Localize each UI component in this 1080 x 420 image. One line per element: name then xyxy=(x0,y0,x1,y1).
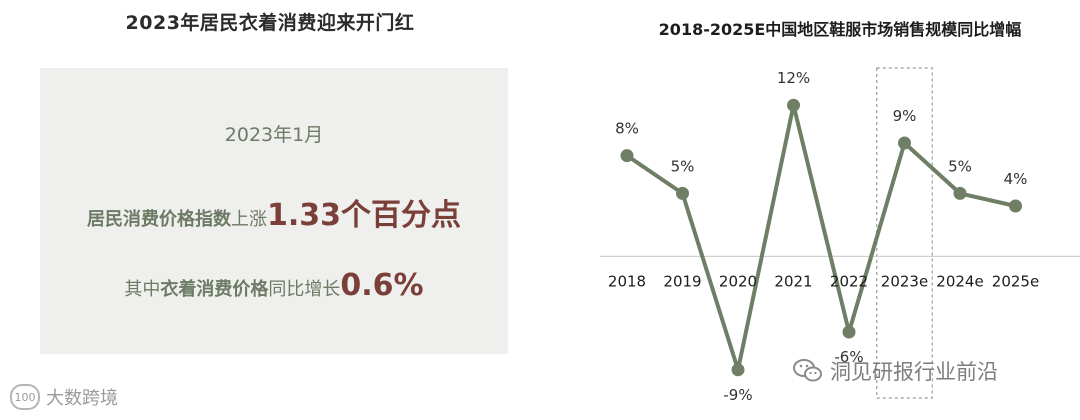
left-panel-title: 2023年居民衣着消费迎来开门红 xyxy=(125,12,415,34)
left-watermark-text: 大数跨境 xyxy=(46,388,118,409)
line-chart: 8% 5% -9% 12% -6% 9% 5% 4% 2018 2019 2020 2021 2022 2… xyxy=(600,67,1080,404)
info-card: 2023年1月 居民消费价格指数上涨1.33个百分点 其中衣着消费价格同比增长0… xyxy=(40,68,508,354)
x-tick-2023e: 2023e xyxy=(881,272,928,290)
data-label-2023e: 9% xyxy=(893,107,917,125)
x-tick-2025e: 2025e xyxy=(992,272,1039,290)
x-tick-2019: 2019 xyxy=(663,272,701,290)
data-point-2024e xyxy=(953,186,967,200)
left-watermark: 100 大数跨境 xyxy=(10,384,118,410)
x-tick-2021: 2021 xyxy=(774,272,812,290)
cpi-statement: 居民消费价格指数上涨1.33个百分点 xyxy=(40,190,508,234)
100-logo-icon: 100 xyxy=(10,384,40,410)
data-label-2022: -6% xyxy=(834,348,863,366)
clothing-prefix: 其中 xyxy=(124,279,161,300)
data-label-2019: 5% xyxy=(671,157,695,175)
data-point-2018 xyxy=(620,149,634,163)
data-point-2023e xyxy=(898,136,911,150)
data-label-2020: -9% xyxy=(723,386,752,404)
data-label-2024e: 5% xyxy=(948,157,972,175)
clothing-statement: 其中衣着消费价格同比增长0.6% xyxy=(40,268,508,303)
wechat-icon xyxy=(793,359,822,382)
info-date: 2023年1月 xyxy=(224,124,324,146)
clothing-value: 0.6% xyxy=(340,268,424,303)
data-point-2025e xyxy=(1009,199,1022,213)
x-tick-2020: 2020 xyxy=(719,272,757,290)
data-point-2022 xyxy=(842,325,856,339)
series-line xyxy=(625,103,1016,372)
cpi-value: 1.33个百分点 xyxy=(266,198,462,233)
x-tick-2018: 2018 xyxy=(608,272,646,290)
clothing-label: 衣着消费价格 xyxy=(160,279,269,300)
cpi-label: 居民消费价格指数 xyxy=(86,209,231,230)
data-point-2021 xyxy=(787,98,800,112)
x-tick-2024e: 2024e xyxy=(936,272,983,290)
clothing-verb: 同比增长 xyxy=(268,279,341,300)
cpi-verb: 上涨 xyxy=(230,209,267,230)
chart-title: 2018-2025E中国地区鞋服市场销售规模同比增幅 xyxy=(658,20,1022,39)
data-label-2025e: 4% xyxy=(1004,170,1028,188)
right-watermark-text: 洞见研报行业前沿 xyxy=(830,360,998,384)
x-tick-2022: 2022 xyxy=(830,272,868,290)
data-point-2019 xyxy=(676,186,689,200)
right-watermark: 洞见研报行业前沿 xyxy=(792,356,998,386)
data-label-2018: 8% xyxy=(615,120,639,138)
data-point-2020 xyxy=(731,363,745,377)
data-label-2021: 12% xyxy=(777,69,810,87)
